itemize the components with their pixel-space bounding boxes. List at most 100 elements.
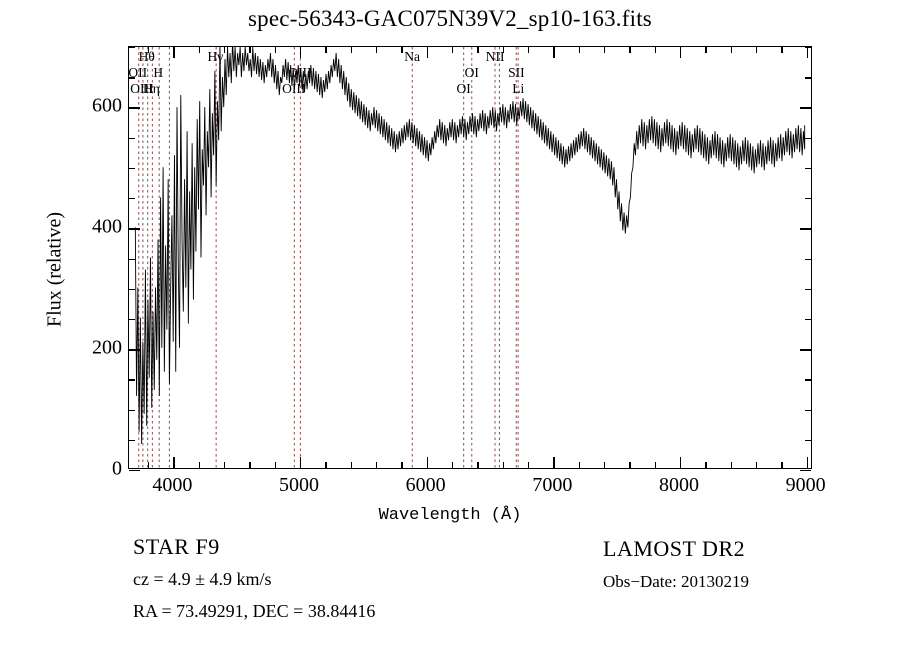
spectral-line-label: Na <box>404 49 420 64</box>
x-tick <box>249 462 251 468</box>
x-tick <box>629 462 631 468</box>
y-tick <box>129 379 135 381</box>
x-tick-label: 8000 <box>659 474 699 496</box>
survey-name: LAMOST DR2 <box>603 536 746 561</box>
spectrum-trace <box>135 47 804 444</box>
y-tick <box>800 470 811 472</box>
x-tick <box>452 47 454 53</box>
x-tick <box>781 47 783 53</box>
y-tick <box>129 349 140 351</box>
x-tick <box>224 47 226 53</box>
x-tick <box>426 457 429 468</box>
spectral-line-label: OI <box>456 81 471 96</box>
radial-velocity: cz = 4.9 ± 4.9 km/s <box>133 569 272 589</box>
x-tick <box>452 462 454 468</box>
x-tick <box>578 462 581 468</box>
x-tick <box>426 47 429 58</box>
x-tick <box>680 47 682 58</box>
x-tick <box>705 462 707 468</box>
y-tick <box>805 198 811 200</box>
x-tick <box>553 457 555 468</box>
x-tick <box>705 47 707 53</box>
y-tick <box>805 258 811 260</box>
x-tick <box>376 47 378 53</box>
y-axis-tick-labels: 0 200 400 600 <box>58 0 122 649</box>
y-tick <box>129 409 135 411</box>
y-tick <box>129 198 135 200</box>
x-tick <box>730 462 733 468</box>
x-tick <box>477 47 479 53</box>
y-tick <box>129 288 135 291</box>
y-tick <box>805 379 811 381</box>
y-tick <box>129 318 135 321</box>
x-tick <box>553 47 555 58</box>
x-tick <box>502 47 505 53</box>
spectral-line-label: NII <box>485 49 505 64</box>
spectral-line-label: Li <box>512 81 525 96</box>
y-tick <box>800 228 811 230</box>
y-tick-label: 0 <box>112 457 122 480</box>
x-tick <box>198 462 201 468</box>
y-tick <box>129 439 135 442</box>
x-tick-label: 9000 <box>785 474 826 496</box>
spectrum-svg <box>129 47 811 468</box>
y-tick <box>800 349 811 351</box>
y-tick <box>129 228 140 230</box>
y-tick <box>129 258 135 260</box>
x-tick <box>249 47 251 53</box>
x-tick-label: 6000 <box>405 474 446 496</box>
x-tick <box>477 462 479 468</box>
y-tick <box>129 107 140 109</box>
spectral-line-label: H <box>153 65 164 80</box>
x-tick <box>578 47 581 53</box>
x-tick <box>654 47 657 53</box>
x-tick <box>604 47 606 53</box>
plot-frame <box>128 46 812 472</box>
object-type: STAR F9 <box>133 534 220 559</box>
x-tick-label: 5000 <box>279 474 319 496</box>
x-tick <box>502 462 505 468</box>
y-tick <box>805 77 811 79</box>
y-tick <box>129 47 135 49</box>
x-axis-title: Wavelength (Å) <box>378 506 522 525</box>
x-tick <box>680 457 682 468</box>
y-tick <box>129 470 140 472</box>
x-tick-label: 7000 <box>532 474 573 496</box>
x-tick <box>274 462 277 468</box>
x-tick <box>376 462 378 468</box>
x-tick <box>198 47 201 53</box>
x-tick <box>401 462 403 468</box>
spectral-line-label: OIII <box>282 81 306 96</box>
spectral-line-label: Hγ <box>207 49 224 64</box>
y-tick <box>805 137 811 140</box>
x-tick <box>274 47 277 53</box>
x-tick <box>350 462 353 468</box>
y-tick <box>129 137 135 140</box>
y-tick-label: 400 <box>92 215 122 238</box>
x-tick <box>528 47 530 53</box>
x-tick <box>806 47 809 58</box>
y-tick <box>805 439 811 442</box>
page-title: spec-56343-GAC075N39V2_sp10-163.fits <box>248 6 652 31</box>
coordinates: RA = 73.49291, DEC = 38.84416 <box>133 601 376 621</box>
spectral-line-label: OIII <box>288 65 312 80</box>
y-tick <box>805 167 811 170</box>
x-tick <box>173 47 175 58</box>
x-tick <box>148 47 150 53</box>
spectral-line-label: SII <box>508 65 525 80</box>
x-tick <box>629 47 631 53</box>
y-tick <box>805 47 811 49</box>
x-tick <box>756 462 758 468</box>
x-tick <box>806 457 809 468</box>
y-tick-label: 600 <box>92 94 122 117</box>
x-tick <box>173 457 175 468</box>
x-tick <box>654 462 657 468</box>
x-tick <box>528 462 530 468</box>
y-tick <box>129 167 135 170</box>
x-tick <box>300 47 302 58</box>
x-tick <box>325 462 327 468</box>
y-tick <box>805 318 811 321</box>
spectral-line-label: Hη <box>143 81 160 96</box>
spectral-line-label: OIII <box>130 81 154 96</box>
